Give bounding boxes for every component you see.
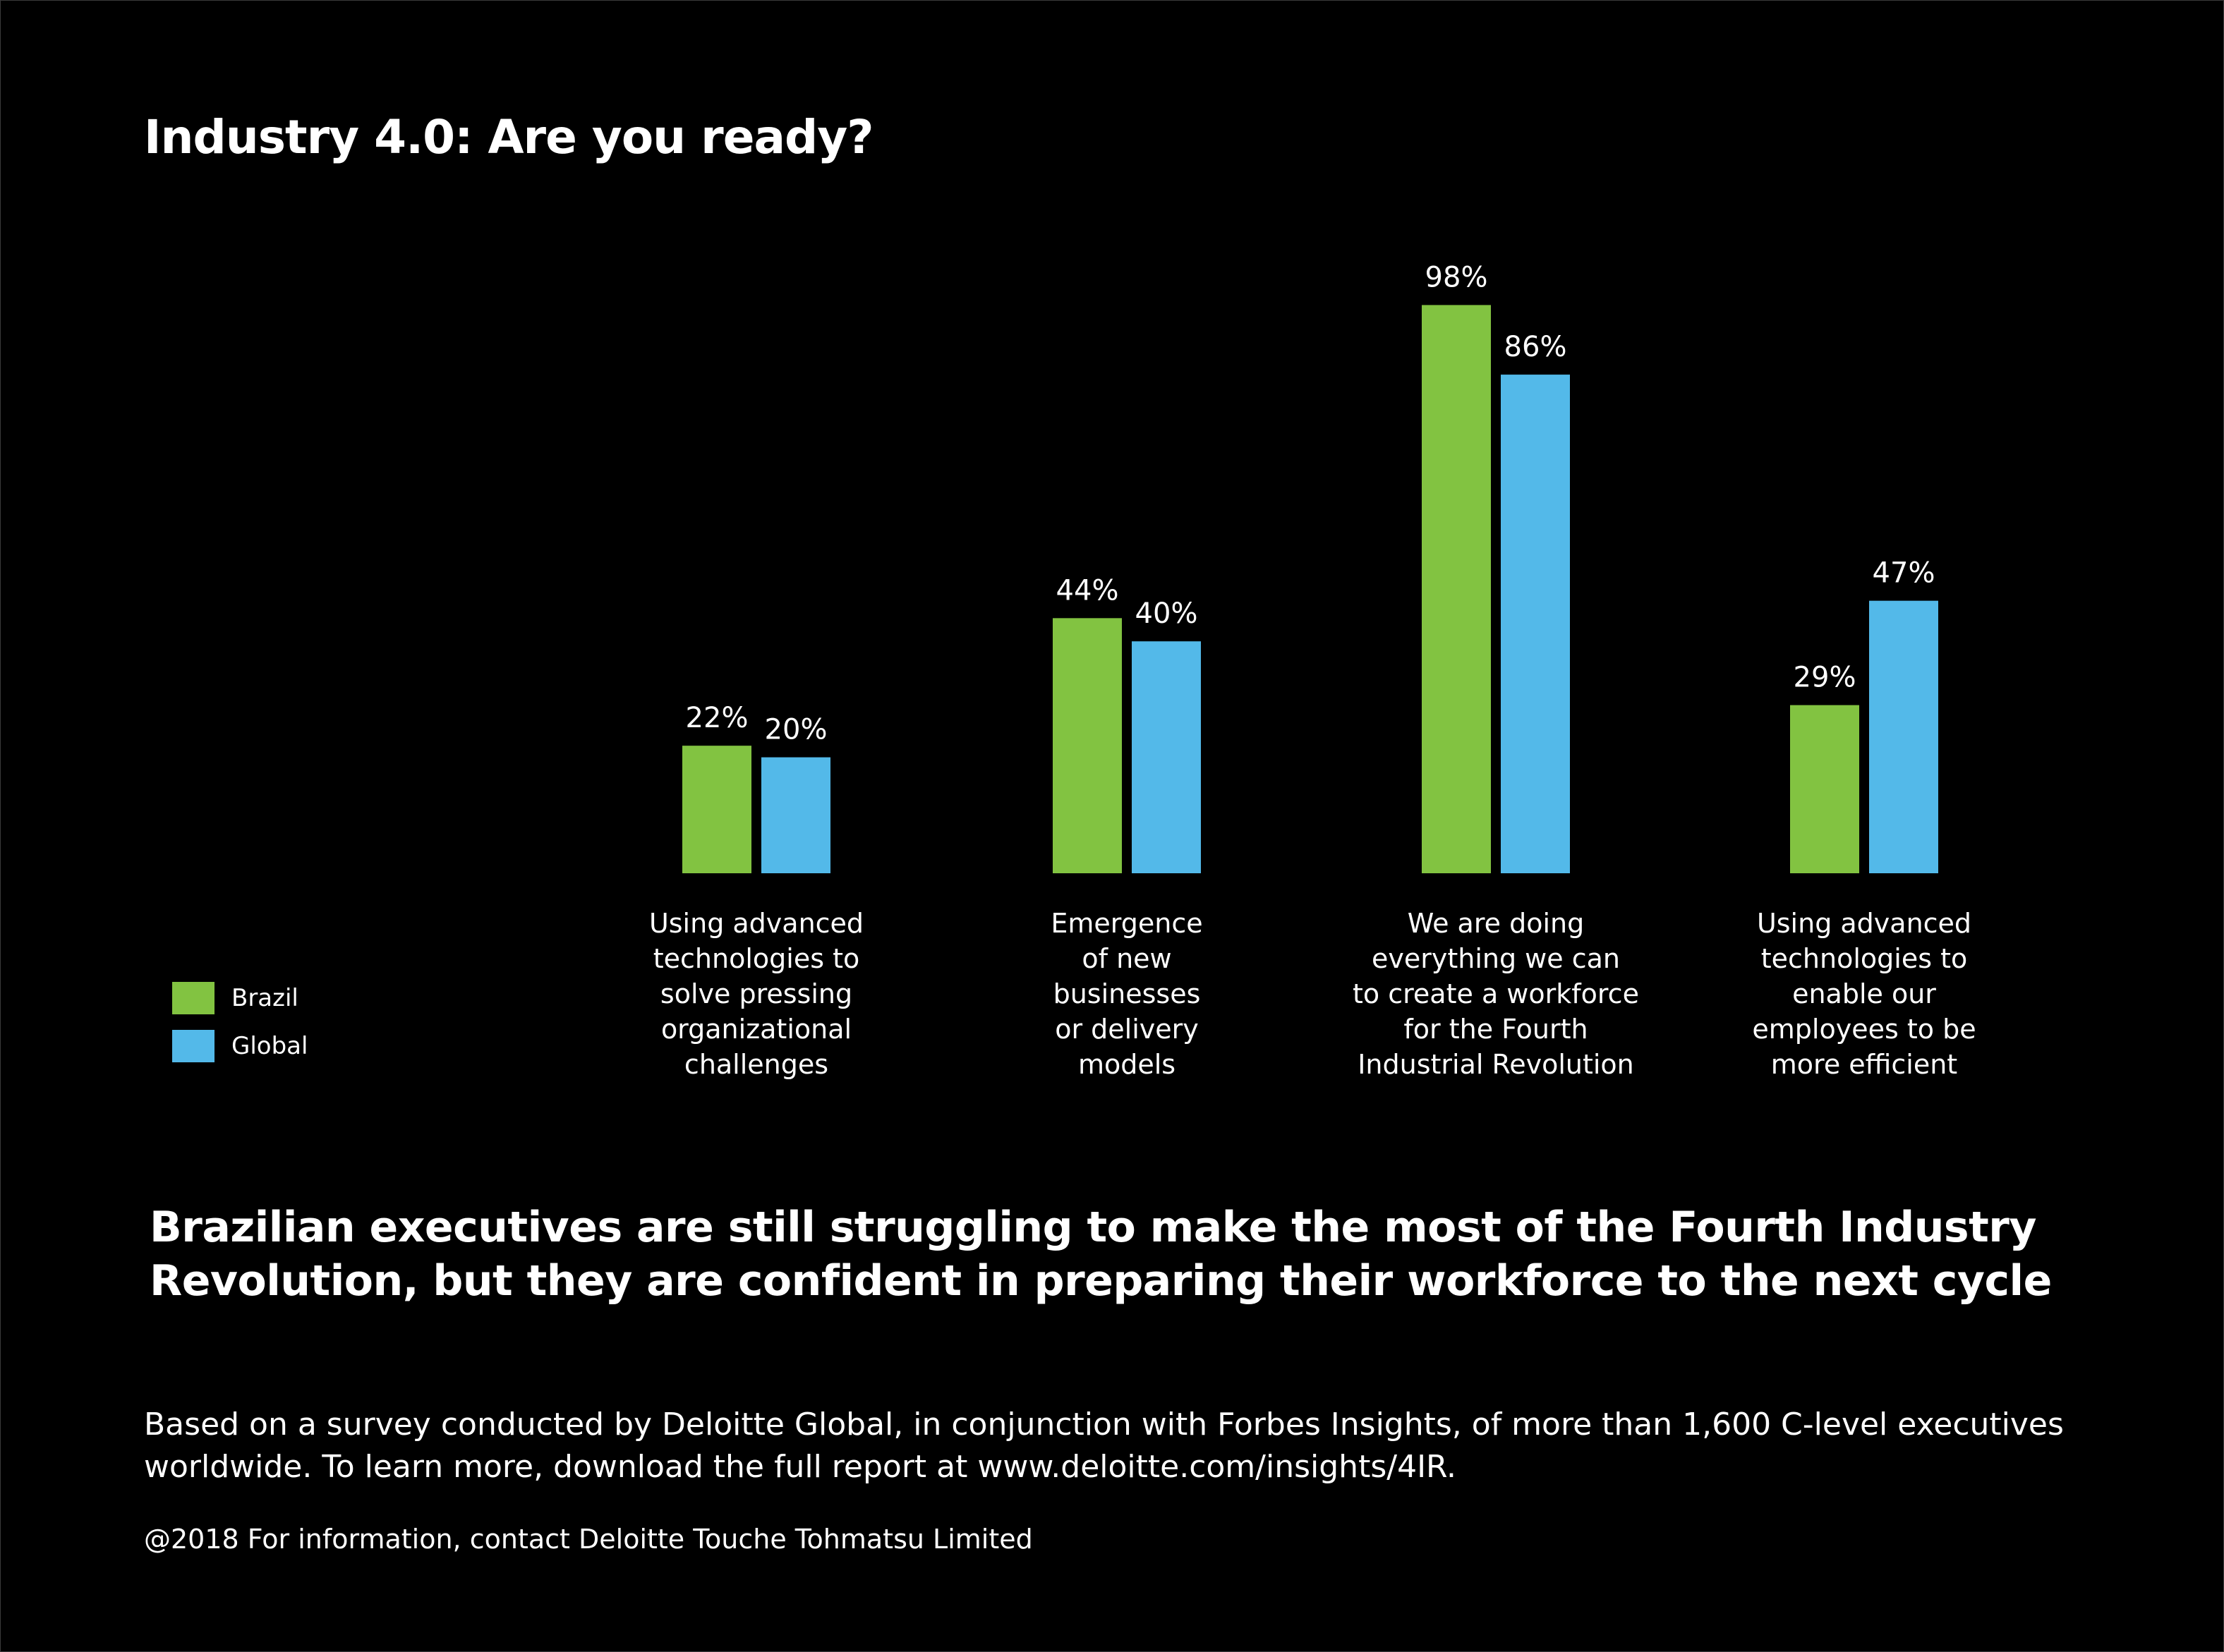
category-label-line: Using advanced: [1757, 908, 1971, 939]
bar-global-3: [1501, 375, 1570, 873]
bar-chart: 22% 20% Using advanced technologies to solve…: [649, 261, 1976, 1080]
category-label-line: businesses: [1053, 978, 1201, 1009]
category-label-line: everything we can: [1372, 943, 1620, 974]
category-label-line: Industrial Revolution: [1358, 1049, 1634, 1080]
data-label-brazil-4: 29%: [1794, 662, 1856, 694]
legend-swatch-brazil: [172, 982, 214, 1014]
category-label-line: technologies to: [1761, 943, 1967, 974]
category-label-2: Emergence of new businesses or delivery mode…: [1051, 908, 1202, 1080]
category-label-line: or delivery: [1055, 1014, 1199, 1045]
legend-label-global: Global: [231, 1032, 308, 1060]
bar-global-1: [761, 757, 830, 873]
category-label-line: solve pressing: [660, 978, 852, 1009]
category-label-line: Using advanced: [649, 908, 864, 939]
category-label-line: of new: [1082, 943, 1171, 974]
data-label-global-4: 47%: [1873, 557, 1935, 590]
legend-item-global: Global: [172, 1030, 308, 1062]
legend-swatch-global: [172, 1030, 214, 1062]
category-label-line: We are doing: [1408, 908, 1584, 939]
data-label-global-3: 86%: [1504, 331, 1567, 363]
legend-item-brazil: Brazil: [172, 982, 308, 1014]
bar-global-2: [1132, 641, 1201, 873]
data-label-global-1: 20%: [765, 714, 828, 746]
category-label-4: Using advanced technologies to enable our e…: [1752, 908, 1976, 1080]
copyright-note: @2018 For information, contact Deloitte …: [144, 1524, 1033, 1555]
category-label-line: models: [1078, 1049, 1176, 1080]
category-label-line: to create a workforce: [1353, 978, 1639, 1009]
legend-label-brazil: Brazil: [231, 984, 298, 1012]
category-label-line: Emergence: [1051, 908, 1202, 939]
category-label-line: organizational: [661, 1014, 852, 1045]
category-label-line: employees to be: [1752, 1014, 1976, 1045]
data-label-brazil-2: 44%: [1056, 574, 1119, 607]
category-label-3: We are doing everything we can to create a…: [1353, 908, 1639, 1080]
category-label-line: enable our: [1792, 978, 1936, 1009]
bar-brazil-1: [682, 746, 751, 873]
bar-global-4: [1869, 600, 1938, 873]
category-label-1: Using advanced technologies to solve press…: [649, 908, 864, 1080]
category-label-line: for the Fourth: [1403, 1014, 1588, 1045]
category-label-line: technologies to: [653, 943, 859, 974]
data-label-brazil-3: 98%: [1425, 261, 1488, 293]
headline: Brazilian executives are still strugglin…: [150, 1203, 2052, 1306]
category-label-line: challenges: [684, 1049, 828, 1080]
legend: Brazil Global: [172, 982, 308, 1078]
bar-brazil-4: [1790, 705, 1859, 873]
category-label-line: more efficient: [1771, 1049, 1957, 1080]
bar-brazil-3: [1422, 305, 1491, 873]
bar-brazil-2: [1053, 618, 1122, 873]
chart-title: Industry 4.0: Are you ready?: [144, 110, 874, 164]
data-label-brazil-1: 22%: [686, 702, 749, 734]
data-label-global-2: 40%: [1135, 597, 1198, 630]
source-note: Based on a survey conducted by Deloitte …: [144, 1407, 2064, 1485]
